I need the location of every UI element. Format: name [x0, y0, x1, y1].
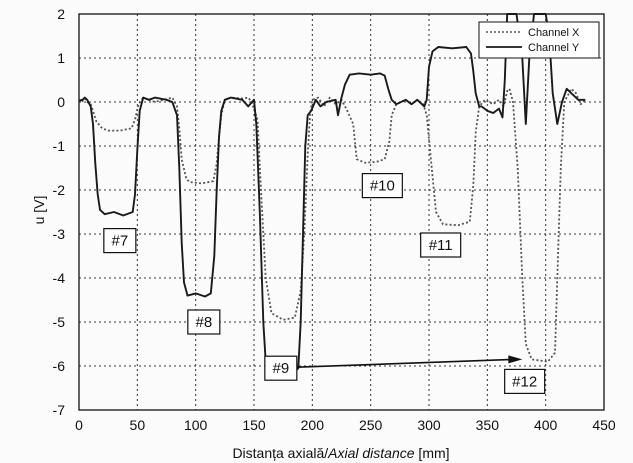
- series-line-channel-y: [79, 13, 586, 376]
- y-tick-label: -3: [53, 226, 66, 242]
- annotation-layer: #7 #8 #9 #10 #11 #12: [103, 173, 546, 394]
- y-tick-label: -4: [53, 270, 66, 286]
- y-axis-label: u [V]: [31, 196, 47, 225]
- annotation-label: #8: [195, 314, 212, 331]
- y-tick-label: -7: [53, 402, 66, 418]
- annotation-box: [103, 228, 137, 254]
- grid-layer: [79, 14, 604, 410]
- annotation-box: [361, 173, 403, 199]
- x-axis-label: Distanța axială/Axial distance [mm]: [232, 445, 449, 461]
- x-tick-label: 250: [359, 417, 383, 433]
- annotation-arrowhead: [508, 355, 523, 364]
- annotation-label: #12: [512, 373, 537, 390]
- x-axis-label-main: Distanța axială/: [232, 445, 328, 461]
- x-tick-label: 100: [184, 417, 208, 433]
- x-tick-label: 300: [417, 417, 441, 433]
- annotation-label: #9: [272, 360, 289, 377]
- y-axis-ticks: 2 1 0 -1 -2 -3 -4 -5 -6 -7: [53, 6, 66, 418]
- legend-box: [478, 21, 600, 59]
- x-tick-label: 0: [75, 417, 83, 433]
- annotation-label: #10: [370, 178, 395, 195]
- annotation-label: #7: [111, 233, 128, 250]
- x-tick-label: 450: [592, 417, 616, 433]
- x-axis-ticks: 0 50 100 150 200 250 300 350 400 450: [75, 417, 616, 433]
- series-line-channel-x: [79, 87, 586, 363]
- annotation-arrow-line: [296, 358, 515, 368]
- y-tick-label: -1: [53, 138, 66, 154]
- y-tick-label: -2: [53, 182, 66, 198]
- x-tick-label: 50: [130, 417, 146, 433]
- annotation-box: [187, 309, 221, 335]
- series-layer: [79, 13, 586, 376]
- legend-label-channel-x: Channel X: [528, 27, 580, 39]
- annotation-box: [504, 368, 546, 394]
- y-tick-label: -6: [53, 358, 66, 374]
- x-tick-label: 200: [301, 417, 325, 433]
- legend-label-channel-y: Channel Y: [528, 42, 580, 54]
- annotation-box: [264, 355, 298, 381]
- x-tick-label: 350: [476, 417, 500, 433]
- x-tick-label: 150: [242, 417, 266, 433]
- annotation-label: #11: [429, 237, 453, 254]
- y-tick-label: 0: [57, 94, 65, 110]
- y-tick-label: 2: [57, 6, 65, 22]
- annotation-box: [420, 232, 462, 258]
- x-tick-label: 400: [534, 417, 558, 433]
- y-tick-label: 1: [57, 50, 65, 66]
- x-axis-label-italic: Axial distance: [327, 445, 415, 461]
- plot-frame: [78, 13, 605, 411]
- x-axis-label-unit: [mm]: [415, 445, 450, 461]
- y-tick-label: -5: [53, 314, 66, 330]
- legend: Channel X Channel Y: [478, 21, 600, 59]
